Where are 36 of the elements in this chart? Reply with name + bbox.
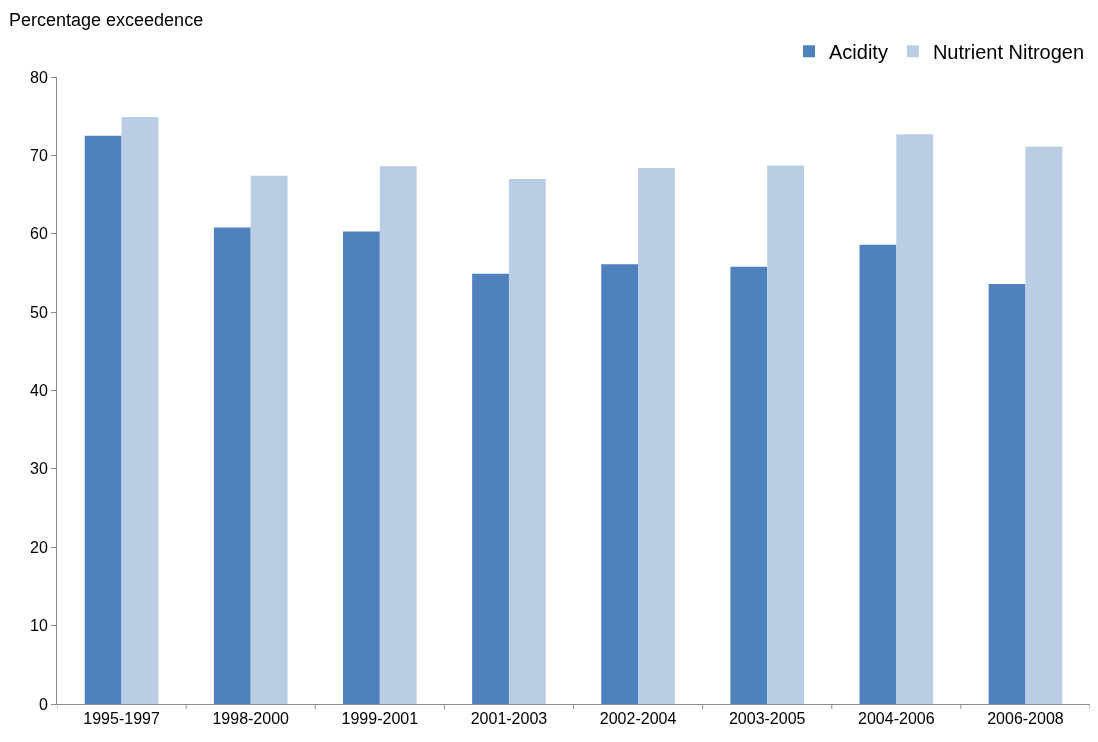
y-tick-label: 20 [30, 538, 48, 556]
x-tick-label: 1995-1997 [83, 710, 160, 728]
bar [730, 266, 768, 704]
x-tick-label: 2002-2004 [599, 710, 677, 728]
bar [767, 165, 804, 704]
bar [508, 178, 546, 704]
x-tick-label: 2001-2003 [470, 710, 548, 728]
y-tick-label: 40 [30, 382, 48, 400]
y-tick-label: 60 [30, 225, 48, 243]
bar [859, 244, 897, 704]
y-tick-label: 70 [30, 146, 48, 164]
bar [638, 167, 675, 704]
x-tick-label: 2003-2005 [728, 710, 806, 728]
bar [213, 227, 251, 704]
x-tick-label: 1999-2001 [341, 710, 419, 728]
y-axis-title: Percentage exceedence [9, 10, 204, 30]
y-tick-label: 30 [30, 460, 48, 478]
y-tick-label: 0 [38, 695, 48, 713]
x-tick-label: 2006-2008 [987, 710, 1064, 728]
x-tick-label: 1998-2000 [212, 710, 290, 728]
bar [250, 175, 288, 704]
x-tick-label: 2004-2006 [858, 710, 935, 728]
legend-label: Acidity [829, 41, 888, 64]
y-tick-label: 10 [30, 617, 48, 635]
y-tick-label: 50 [30, 303, 48, 321]
bar [1025, 146, 1063, 704]
bar [343, 231, 380, 704]
bar [84, 135, 122, 704]
bar [472, 273, 509, 704]
bar [896, 134, 934, 704]
bar [379, 166, 417, 704]
y-tick-label: 80 [30, 68, 48, 86]
bar [601, 264, 639, 704]
bar [988, 283, 1026, 704]
bar [121, 116, 159, 704]
legend-label: Nutrient Nitrogen [932, 41, 1085, 64]
